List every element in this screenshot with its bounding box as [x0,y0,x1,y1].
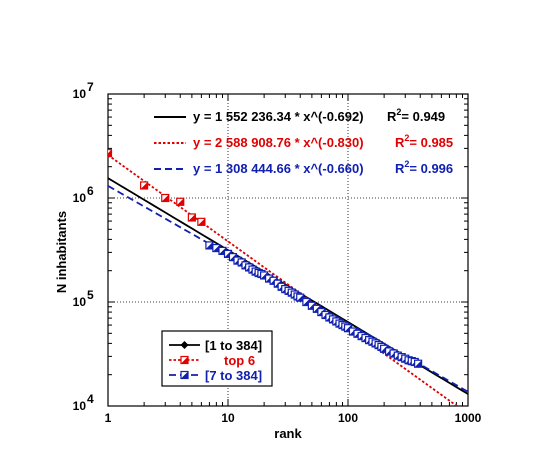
fit-r2-value: = 0.985 [409,135,453,150]
point-marker-fill [296,294,304,302]
legend-square-marker-fill [181,356,188,364]
legend-diamond-marker [180,341,189,349]
point-marker-fill [188,213,196,221]
legend-square-marker-fill [181,371,188,379]
plot-frame [107,93,469,407]
y-axis-label: N inhabitants [54,211,69,293]
point-marker-fill [140,181,148,189]
fit-equation: y = 1 308 444.66 * x^(-0.660) [193,161,364,176]
x-tick-label: 10 [221,411,235,425]
y-tick-label-exponent: 7 [87,80,94,94]
legend-label: top 6 [224,353,255,368]
fit-r2-superscript: 2 [396,107,401,117]
fit-equations: y = 1 552 236.34 * x^(-0.692) R2= 0.949 y … [154,107,453,176]
fit-r2-superscript: 2 [404,133,409,143]
axis-ticks [107,94,468,407]
fit-r2: R2= 0.949 [387,107,445,124]
data-point [296,293,305,302]
legend: [1 to 384]top 6[7 to 384] [161,330,273,387]
fit-r2: R2= 0.996 [395,159,453,176]
fit-r2-superscript: 2 [404,159,409,169]
point-marker-fill [212,244,220,252]
legend-box [161,330,273,387]
data-point [176,197,185,206]
y-tick-label-exponent: 6 [87,184,94,198]
x-tick-label: 1 [105,411,112,425]
point-marker-fill [161,194,169,202]
fit-r2: R2= 0.985 [395,133,453,150]
point-marker-fill [197,218,205,226]
legend-label: [7 to 384] [205,368,262,383]
fit-r2-value: = 0.949 [401,109,445,124]
data-point [108,149,113,158]
point-marker-fill [108,149,112,157]
x-tick-label: 100 [338,411,358,425]
y-tick-label: 10 [73,399,87,413]
legend-label: [1 to 384] [205,338,262,353]
x-axis-label: rank [274,426,302,441]
data-point [140,181,149,190]
fit-equation: y = 1 552 236.34 * x^(-0.692) [193,109,364,124]
data-point [161,193,170,203]
x-tick-labels: 1 10 100 1000 [105,411,482,425]
point-marker-fill [414,360,422,368]
y-tick-label-exponent: 5 [87,288,94,302]
y-tick-label: 10 [73,295,87,309]
y-tick-label-exponent: 4 [87,392,94,406]
x-tick-label: 1000 [455,411,482,425]
data-point [414,359,423,368]
point-marker-fill [205,241,213,249]
data-point [205,241,214,250]
fit-equation: y = 2 588 908.76 * x^(-0.830) [193,135,364,150]
y-tick-label: 10 [73,87,87,101]
data-point [187,213,196,222]
data-points [108,149,423,368]
y-tick-label: 10 [73,191,87,205]
data-point [197,217,206,226]
fit-r2-value: = 0.996 [409,161,453,176]
point-marker-fill [176,198,184,206]
